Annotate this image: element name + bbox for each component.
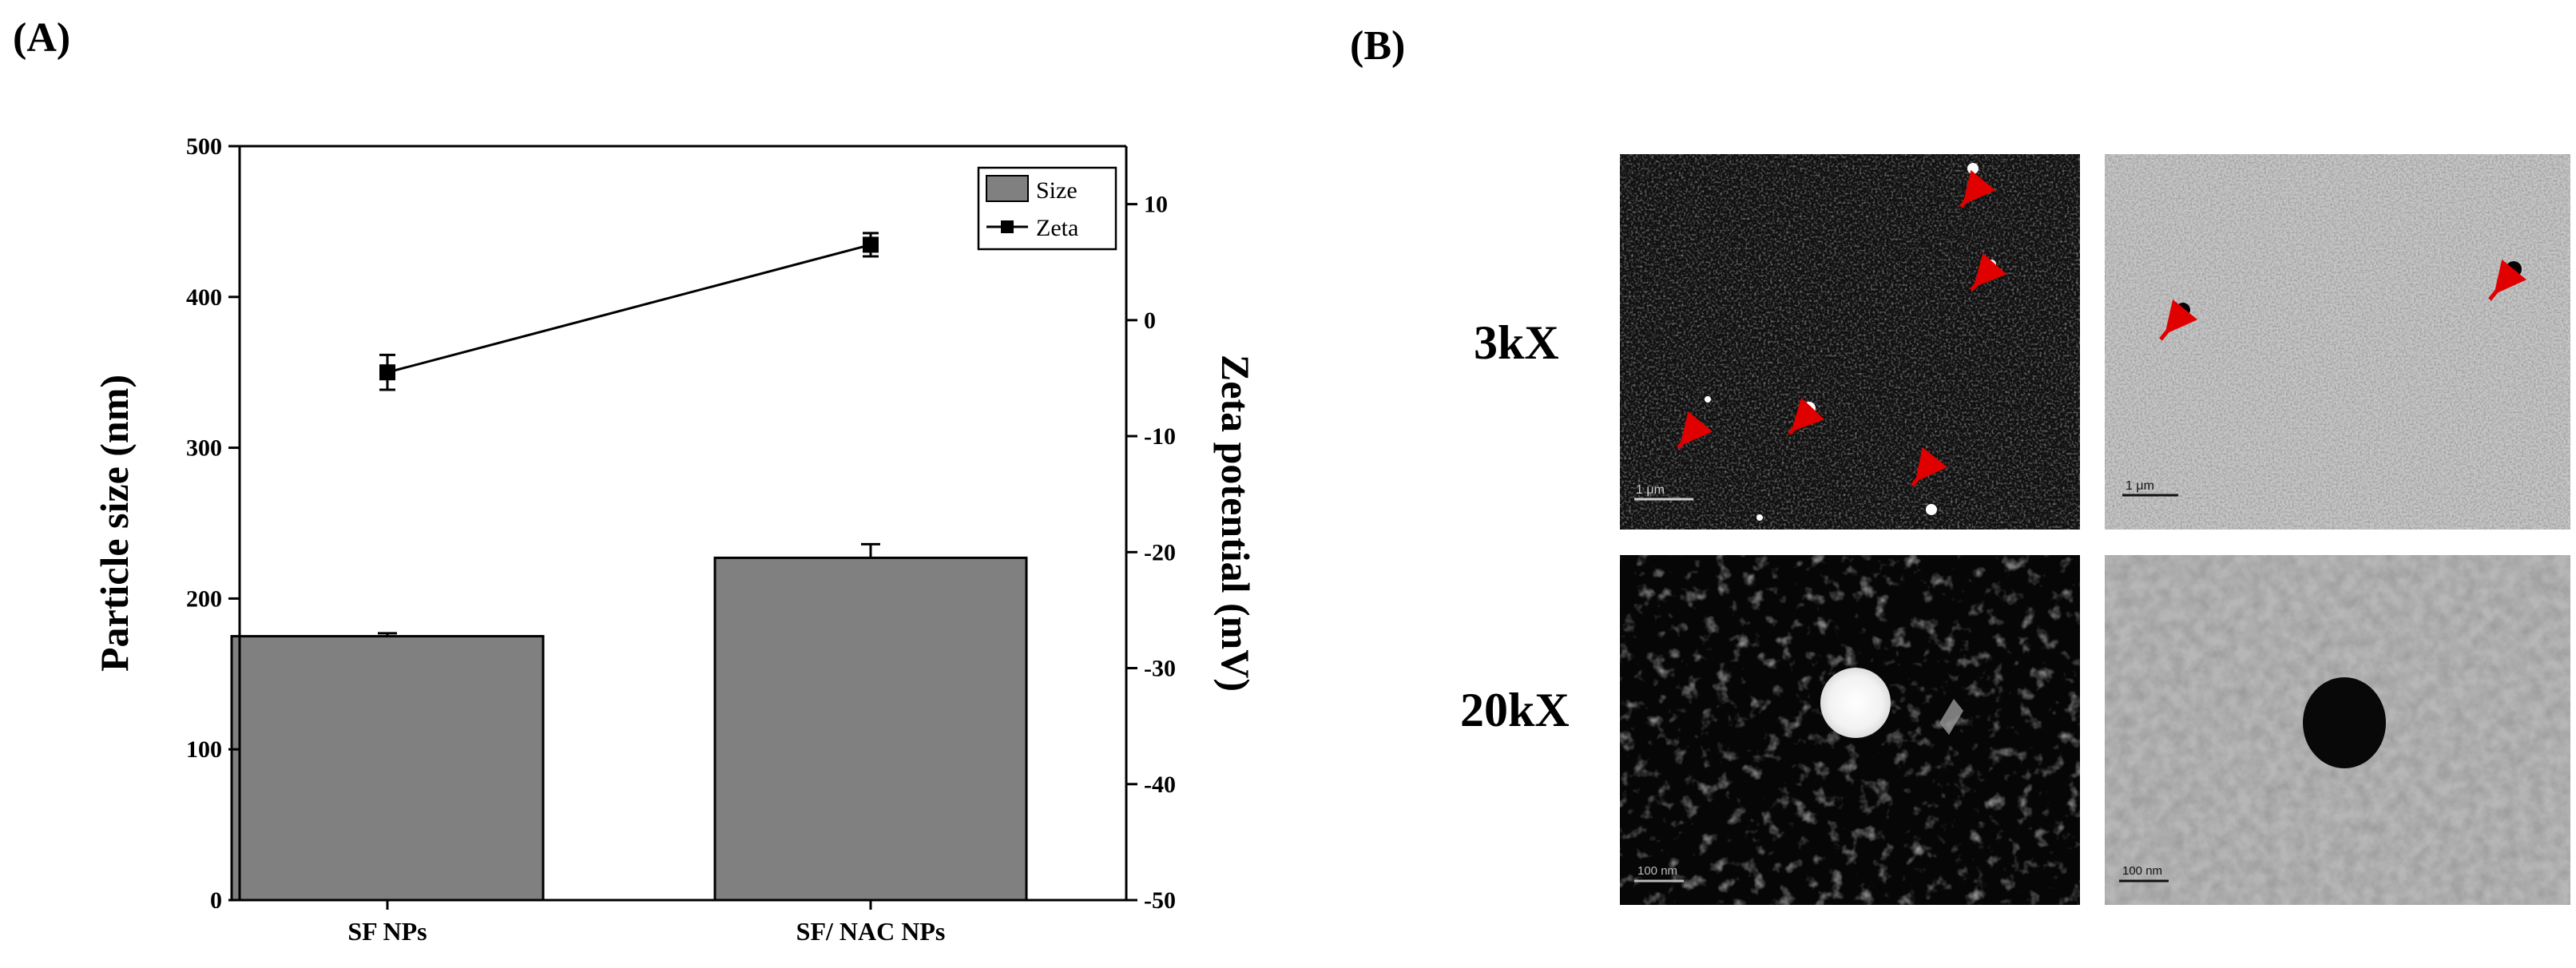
y-axis-title: Particle size (nm) [92, 375, 137, 672]
y2-tick-label: -30 [1144, 656, 1176, 682]
row-label-20kx: 20kX [1460, 684, 1570, 736]
y-tick-label: 400 [186, 284, 222, 311]
y2-tick-label: -40 [1144, 772, 1176, 798]
x-tick-label: SF NPs [347, 917, 427, 946]
y-tick-label: 500 [186, 133, 222, 160]
y-tick-label: 0 [210, 887, 222, 914]
micrograph-20kx-dark: 100 nm [1620, 555, 2080, 905]
y2-tick-label: -50 [1144, 887, 1176, 914]
scale-label-1: 1 μm [1636, 483, 1665, 497]
micrograph-20kx-light: 100 nm [2105, 555, 2570, 905]
y2-tick-label: 0 [1144, 307, 1156, 334]
legend-size-swatch [986, 175, 1029, 202]
legend-zeta-label: Zeta [1036, 215, 1078, 241]
legend-zeta-marker [1001, 220, 1014, 233]
y-tick-label: 200 [186, 585, 222, 612]
micrograph-3kx-light: 1 μm [2105, 154, 2570, 530]
bar-1 [230, 635, 545, 902]
zeta-point-2 [863, 236, 879, 253]
scale-label-3: 100 nm [1637, 864, 1677, 878]
legend-size-label: Size [1036, 177, 1078, 204]
row-label-3kx: 3kX [1474, 316, 1559, 369]
x-tick-label: SF/ NAC NPs [796, 917, 946, 946]
particle-size-zeta-chart: 0 100 200 300 400 500 -50 -40 -30 -20 -10 0 10 SF NPs… [92, 133, 1258, 946]
bar-2 [713, 556, 1028, 902]
panel-a-label: (A) [13, 15, 71, 61]
zeta-point-1 [379, 364, 395, 381]
scale-label-2: 1 μm [2125, 479, 2154, 493]
zeta-line [387, 243, 871, 374]
y-tick-label: 100 [186, 736, 222, 763]
panel-b-label: (B) [1350, 23, 1406, 69]
micrograph-3kx-dark: 1 μm [1620, 154, 2080, 530]
y-tick-label: 300 [186, 435, 222, 462]
y2-tick-label: -20 [1144, 539, 1176, 565]
y2-tick-label: -10 [1144, 423, 1176, 450]
y2-axis-title: Zeta potential (mV) [1213, 355, 1258, 692]
y2-tick-label: 10 [1144, 192, 1168, 218]
scale-label-4: 100 nm [2122, 864, 2162, 878]
